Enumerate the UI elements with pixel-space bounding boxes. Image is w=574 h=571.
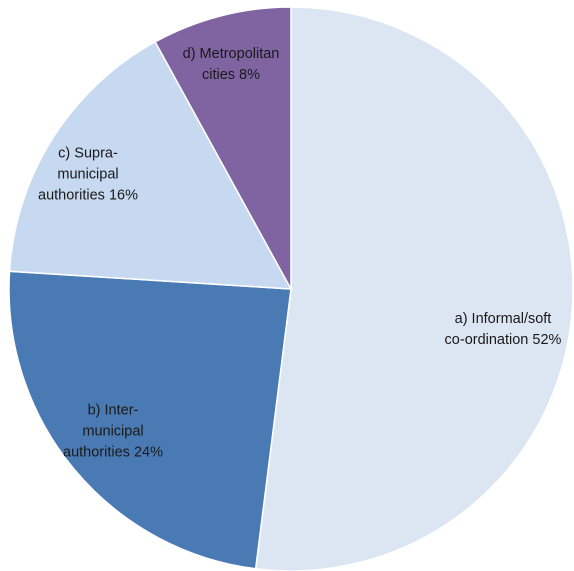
slice-label: c) Supra-municipal authorities 16% (38, 144, 138, 207)
pie-slice (8, 40, 293, 290)
pie-slice (154, 6, 292, 290)
value-label: 24% (133, 444, 163, 461)
value-label: 16% (108, 187, 138, 204)
value-label: 8% (239, 67, 261, 83)
slice-label: b) Inter-municipal authorities 24% (63, 401, 163, 464)
slice-label: d) Metropolitan cities 8% (175, 44, 287, 86)
pie-slice (254, 6, 574, 571)
category-label: c) Supra-municipal authorities (38, 145, 119, 204)
category-label: a) Informal/soft co-ordination (444, 311, 552, 348)
category-label: d) Metropolitan cities (182, 46, 280, 83)
category-label: b) Inter-municipal authorities (63, 402, 144, 461)
slice-label: a) Informal/soft co-ordination 52% (444, 309, 562, 351)
pie-slice (8, 270, 292, 570)
value-label: 52% (532, 332, 562, 348)
